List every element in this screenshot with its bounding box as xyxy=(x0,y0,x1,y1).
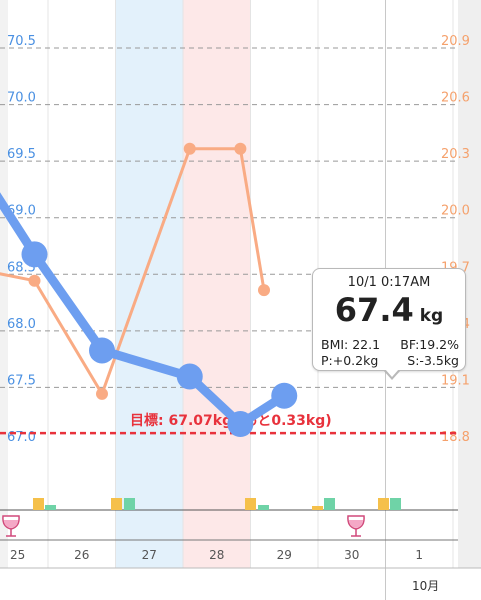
body-fat-line xyxy=(0,147,266,396)
weight-point xyxy=(176,363,203,390)
body-fat-point xyxy=(28,274,41,287)
body-fat-point xyxy=(234,142,247,155)
day-label-26: 26 xyxy=(74,548,89,562)
left-tick-label: 70.5 xyxy=(7,34,36,49)
tooltip-date: 10/1 0:17AM xyxy=(347,275,431,290)
activity-bar xyxy=(390,498,401,510)
body-fat-point xyxy=(183,142,196,155)
day-label-29: 29 xyxy=(277,548,292,562)
right-tick-label: 20.3 xyxy=(441,147,470,162)
tooltip-prev-change: P:+0.2kg xyxy=(321,353,379,368)
tooltip-body-fat: BF:19.2% xyxy=(400,337,459,352)
right-tick-label: 19.1 xyxy=(441,373,470,388)
activity-bar xyxy=(324,498,335,510)
day-label-25: 25 xyxy=(10,548,25,562)
tooltip-row-changes: P:+0.2kg S:-3.5kg xyxy=(321,353,459,368)
left-tick-label: 70.0 xyxy=(7,91,36,106)
wine-glass-icon-fill xyxy=(4,520,18,528)
right-tick-label: 20.6 xyxy=(441,91,470,106)
weight-point xyxy=(227,411,254,438)
wine-glass-icon-fill xyxy=(349,520,363,528)
left-tick-label: 69.5 xyxy=(7,147,36,162)
activity-bar xyxy=(258,505,269,510)
activity-bar xyxy=(33,498,44,510)
activity-bar xyxy=(45,505,56,510)
weight-point xyxy=(89,337,115,364)
activity-bar xyxy=(111,498,122,510)
data-point-tooltip: 10/1 0:17AM 67.4 kg BMI: 22.1 BF:19.2% P:… xyxy=(312,268,466,380)
activity-bar xyxy=(312,506,323,510)
activity-bar xyxy=(124,498,135,510)
left-scroll-strip xyxy=(0,0,8,568)
tooltip-weight-unit: kg xyxy=(419,306,444,326)
body-fat-point xyxy=(96,387,108,400)
tooltip-bmi: BMI: 22.1 xyxy=(321,337,381,352)
activity-bar xyxy=(378,498,389,510)
right-scroll-strip xyxy=(458,0,481,568)
activity-bar xyxy=(245,498,256,510)
highlight-band-27 xyxy=(115,0,183,568)
tooltip-row-body: BMI: 22.1 BF:19.2% xyxy=(321,337,459,352)
tooltip-arrow-inner xyxy=(385,369,399,377)
tooltip-start-change: S:-3.5kg xyxy=(407,353,459,368)
left-tick-label: 67.5 xyxy=(7,373,36,388)
body-fat-point xyxy=(258,284,270,297)
tooltip-weight: 67.4 kg xyxy=(313,291,465,329)
highlight-band-28 xyxy=(183,0,251,568)
weight-point xyxy=(271,382,298,409)
day-label-28: 28 xyxy=(209,548,224,562)
right-tick-label: 20.9 xyxy=(441,34,470,49)
day-label-27: 27 xyxy=(142,548,157,562)
weight-point xyxy=(21,241,48,268)
right-tick-label: 20.0 xyxy=(441,204,470,219)
left-tick-label: 68.0 xyxy=(7,317,36,332)
tooltip-weight-value: 67.4 xyxy=(334,291,414,329)
day-label-30: 30 xyxy=(344,548,359,562)
right-tick-label: 18.8 xyxy=(441,430,470,445)
month-label: 10月 xyxy=(412,579,440,593)
day-label-1: 1 xyxy=(415,548,423,562)
